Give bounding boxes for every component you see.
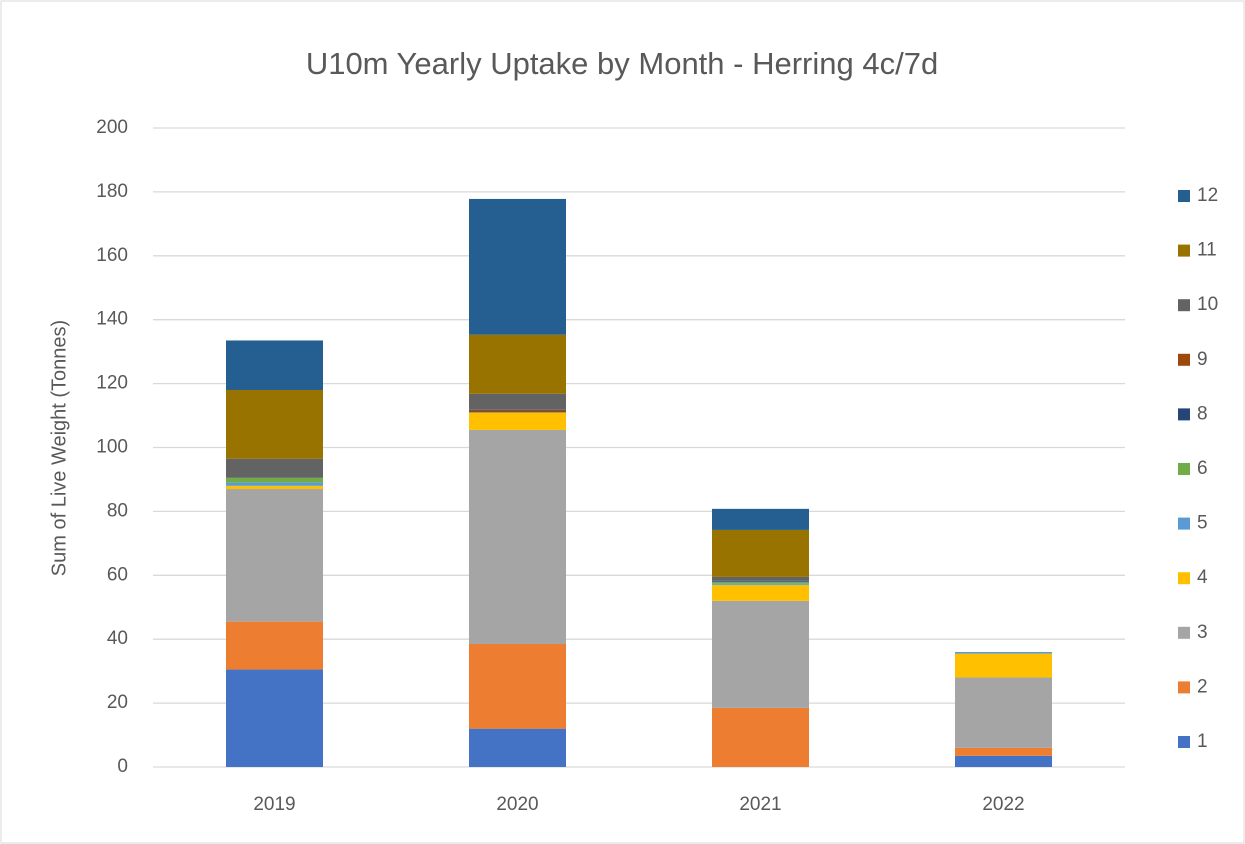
bar-segment [469, 643, 566, 729]
bar-segment [955, 653, 1052, 678]
y-tick-label: 20 [107, 692, 128, 713]
legend-label: 1 [1197, 731, 1208, 752]
legend-swatch [1178, 463, 1190, 475]
bar-segment [712, 707, 809, 767]
legend-swatch [1178, 299, 1190, 312]
bar-segment [226, 458, 323, 478]
bar-segment [226, 485, 323, 490]
y-tick-label: 100 [96, 437, 128, 458]
legend-label: 12 [1197, 185, 1218, 206]
y-tick-label: 120 [96, 373, 128, 394]
bar-segment [226, 477, 323, 483]
legend-label: 2 [1197, 676, 1208, 697]
bar-segment [469, 412, 566, 430]
bar-segment [712, 581, 809, 584]
legend-label: 5 [1197, 513, 1208, 534]
legend-label: 6 [1197, 458, 1208, 479]
bar-segment [955, 677, 1052, 748]
bar-segment [712, 583, 809, 585]
bar-segment [226, 489, 323, 622]
bar-segment [712, 600, 809, 708]
legend-swatch [1178, 517, 1190, 530]
bar-segment [226, 389, 323, 459]
legend-swatch [1178, 244, 1190, 257]
bar-segment [469, 411, 566, 413]
legend-label: 9 [1197, 349, 1208, 370]
bar-segment [226, 482, 323, 486]
bar-segment [469, 429, 566, 644]
chart-title: U10m Yearly Uptake by Month - Herring 4c… [306, 46, 938, 81]
y-tick-label: 200 [96, 117, 128, 138]
bar-segment [712, 576, 809, 581]
legend-label: 8 [1197, 403, 1208, 424]
bar-segment [712, 529, 809, 577]
x-tick-label: 2020 [496, 794, 538, 815]
bar-segment [226, 340, 323, 390]
bar-segment [469, 728, 566, 767]
legend-swatch [1178, 626, 1190, 639]
bar-segment [955, 755, 1052, 767]
legend-swatch [1178, 572, 1190, 585]
bar-segment [712, 580, 809, 582]
bar-segment [955, 651, 1052, 654]
bar-segment [712, 508, 809, 530]
legend-label: 10 [1197, 294, 1218, 315]
legend-swatch [1178, 736, 1190, 748]
bar-segment [469, 393, 566, 410]
y-tick-label: 160 [96, 245, 128, 266]
y-tick-label: 180 [96, 181, 128, 202]
x-tick-label: 2022 [982, 794, 1024, 815]
bar-segment [469, 409, 566, 412]
legend-swatch [1178, 190, 1190, 202]
legend-label: 4 [1197, 567, 1208, 588]
y-tick-label: 0 [117, 756, 128, 777]
bar-segment [226, 621, 323, 670]
legend-label: 3 [1197, 622, 1208, 643]
y-tick-label: 40 [107, 628, 128, 649]
legend-swatch [1178, 681, 1190, 694]
x-tick-label: 2021 [739, 794, 781, 815]
bar-segment [469, 198, 566, 335]
y-tick-label: 60 [107, 564, 128, 585]
x-tick-label: 2019 [253, 794, 295, 815]
y-tick-label: 80 [107, 500, 128, 521]
legend-swatch [1178, 353, 1190, 366]
bar-segment [469, 334, 566, 394]
legend-swatch [1178, 408, 1190, 421]
legend-label: 11 [1197, 240, 1217, 261]
bar-segment [712, 584, 809, 601]
bar-segment [955, 747, 1052, 756]
bar-segment [226, 669, 323, 767]
y-tick-label: 140 [96, 309, 128, 330]
y-axis-label: Sum of Live Weight (Tonnes) [48, 320, 70, 576]
